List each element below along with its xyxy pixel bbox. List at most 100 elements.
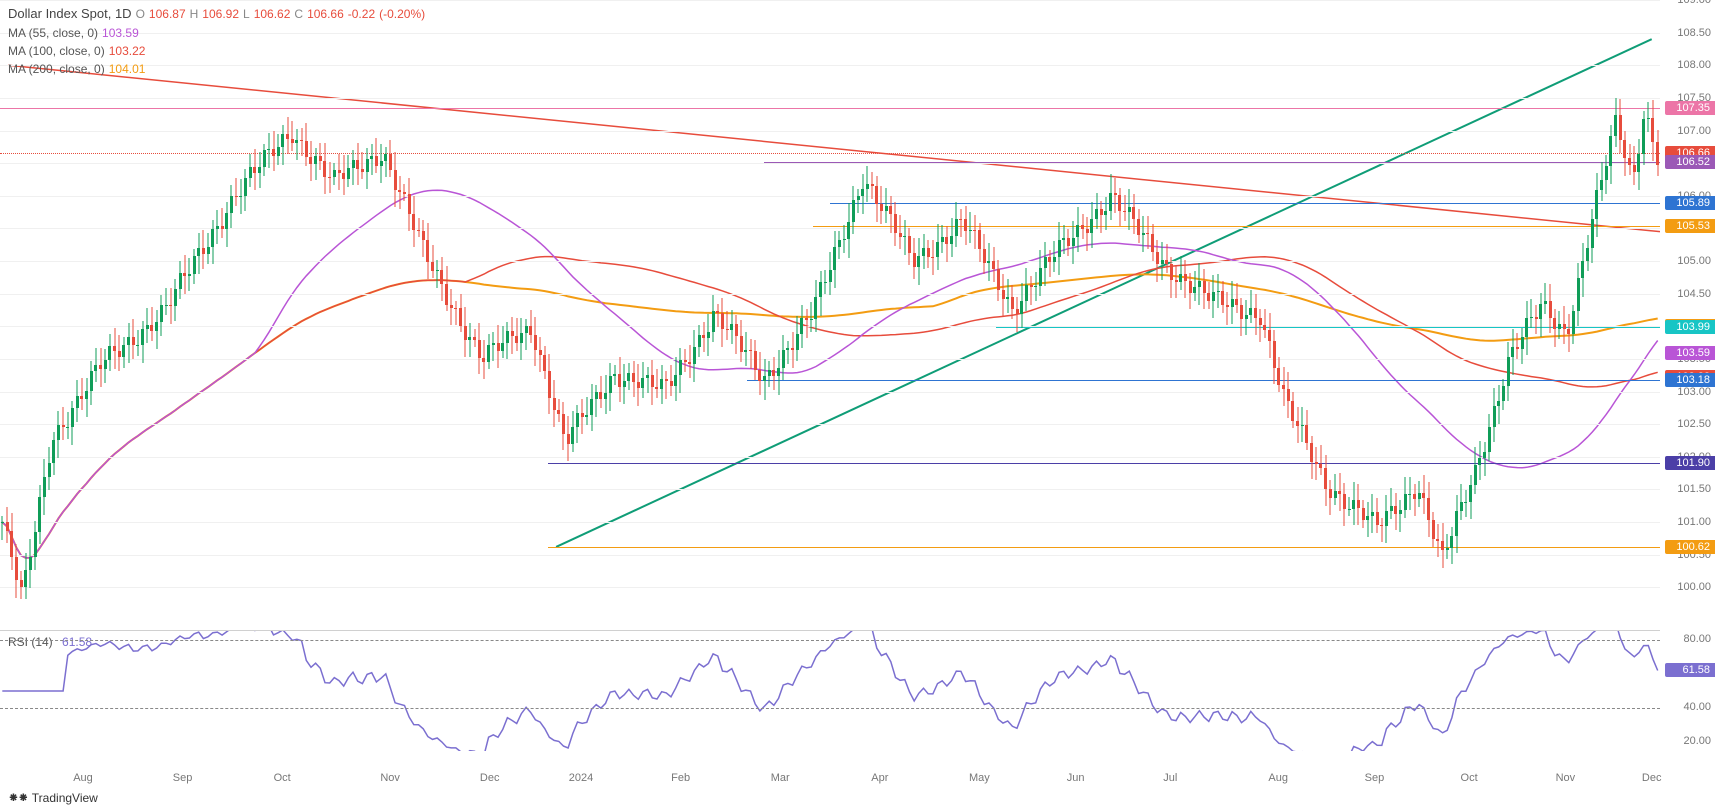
ohlc-pct: (-0.20%) (379, 5, 425, 23)
ohlc-l: 106.62 (254, 5, 291, 23)
grid-line (0, 392, 1660, 393)
ma-value: 103.59 (102, 24, 139, 42)
time-tick: Feb (671, 772, 690, 784)
horizontal-level[interactable] (0, 108, 1660, 109)
rsi-tick: 40.00 (1683, 701, 1711, 713)
grid-line (0, 359, 1660, 360)
time-tick: Aug (73, 772, 93, 784)
price-tick: 104.50 (1677, 288, 1711, 300)
ohlc-c-label: C (294, 5, 303, 23)
rsi-guide (0, 708, 1660, 709)
price-tag[interactable]: 100.62 (1665, 540, 1715, 554)
horizontal-level[interactable] (764, 162, 1660, 163)
ma-value: 103.22 (109, 42, 146, 60)
ma-label: MA (200, close, 0) (8, 60, 105, 78)
price-pane[interactable] (0, 0, 1660, 620)
ma-value: 104.01 (109, 60, 146, 78)
price-tick: 100.00 (1677, 581, 1711, 593)
ma-legend: MA (55, close, 0)103.59MA (100, close, 0… (8, 24, 425, 78)
tradingview-logo-icon: ⁕⁕ (8, 790, 28, 806)
time-tick: Nov (1556, 772, 1576, 784)
time-tick: Sep (173, 772, 193, 784)
grid-line (0, 587, 1660, 588)
ohlc-h-label: H (190, 5, 199, 23)
ma-line (2, 274, 1657, 558)
chart-root: 109.00108.50108.00107.50107.00106.50106.… (0, 0, 1715, 808)
ma-label: MA (55, close, 0) (8, 24, 98, 42)
time-axis[interactable]: Aug Sep Oct Nov Dec 2024 Feb Mar Apr May Jun Jul Aug… (0, 772, 1660, 790)
symbol-title[interactable]: Dollar Index Spot, 1D (8, 4, 132, 24)
price-tick: 102.50 (1677, 418, 1711, 430)
price-tick: 108.00 (1677, 59, 1711, 71)
time-tick: Dec (480, 772, 500, 784)
legend: Dollar Index Spot, 1D O106.87 H106.92 L1… (8, 4, 425, 78)
horizontal-level[interactable] (830, 203, 1660, 204)
time-tick: Dec (1642, 772, 1662, 784)
time-tick: Mar (771, 772, 790, 784)
grid-line (0, 489, 1660, 490)
grid-line (0, 131, 1660, 132)
time-tick: Oct (274, 772, 291, 784)
rsi-svg (0, 631, 1660, 751)
ohlc-chg: -0.22 (348, 5, 375, 23)
time-tick: Apr (871, 772, 888, 784)
horizontal-level[interactable] (548, 463, 1660, 464)
horizontal-level[interactable] (747, 380, 1660, 381)
time-tick: Oct (1461, 772, 1478, 784)
rsi-axis[interactable]: 80.00 40.00 20.00 61.58 (1660, 630, 1715, 750)
grid-line (0, 522, 1660, 523)
rsi-pane[interactable]: RSI (14) 61.58 (0, 630, 1660, 750)
price-tag[interactable]: 103.99 (1665, 320, 1715, 334)
ohlc-c: 106.66 (307, 5, 344, 23)
price-tick: 108.50 (1677, 27, 1711, 39)
rsi-guide (0, 640, 1660, 641)
grid-line (0, 196, 1660, 197)
rsi-tag[interactable]: 61.58 (1665, 663, 1715, 677)
price-tag[interactable]: 105.53 (1665, 219, 1715, 233)
legend-title-row: Dollar Index Spot, 1D O106.87 H106.92 L1… (8, 4, 425, 24)
grid-line (0, 0, 1660, 1)
price-tag[interactable]: 107.35 (1665, 101, 1715, 115)
price-svg (0, 0, 1660, 620)
ma-legend-row: MA (55, close, 0)103.59 (8, 24, 425, 42)
horizontal-level[interactable] (548, 547, 1660, 548)
price-tag[interactable]: 106.52 (1665, 155, 1715, 169)
grid-line (0, 228, 1660, 229)
ohlc-o-label: O (136, 5, 145, 23)
time-tick: 2024 (569, 772, 593, 784)
horizontal-level[interactable] (813, 226, 1660, 227)
ohlc-h: 106.92 (202, 5, 239, 23)
trend-line[interactable] (8, 65, 1660, 231)
price-tag[interactable]: 103.59 (1665, 346, 1715, 360)
price-tick: 103.00 (1677, 386, 1711, 398)
time-tick: Sep (1365, 772, 1385, 784)
price-axis[interactable]: 109.00108.50108.00107.50107.00106.50106.… (1660, 0, 1715, 630)
rsi-line (2, 631, 1657, 751)
time-tick: Jun (1067, 772, 1085, 784)
price-tick: 109.00 (1677, 0, 1711, 6)
ma-label: MA (100, close, 0) (8, 42, 105, 60)
price-tick: 101.50 (1677, 483, 1711, 495)
ma-legend-row: MA (100, close, 0)103.22 (8, 42, 425, 60)
ma-line (2, 257, 1657, 558)
time-tick: Aug (1268, 772, 1288, 784)
grid-line (0, 98, 1660, 99)
grid-line (0, 555, 1660, 556)
ohlc-o: 106.87 (149, 5, 186, 23)
rsi-tick: 80.00 (1683, 633, 1711, 645)
ma-legend-row: MA (200, close, 0)104.01 (8, 60, 425, 78)
attribution-text: TradingView (32, 791, 98, 805)
price-tag[interactable]: 101.90 (1665, 456, 1715, 470)
price-tick: 105.00 (1677, 255, 1711, 267)
time-tick: Jul (1163, 772, 1177, 784)
rsi-tick: 20.00 (1683, 735, 1711, 747)
attribution[interactable]: ⁕⁕ TradingView (8, 790, 98, 806)
ohlc-l-label: L (243, 5, 250, 23)
price-tag[interactable]: 105.89 (1665, 196, 1715, 210)
price-tag[interactable]: 103.18 (1665, 373, 1715, 387)
grid-line (0, 424, 1660, 425)
time-tick: May (969, 772, 990, 784)
time-tick: Nov (380, 772, 400, 784)
price-tick: 107.00 (1677, 125, 1711, 137)
price-tick: 101.00 (1677, 516, 1711, 528)
